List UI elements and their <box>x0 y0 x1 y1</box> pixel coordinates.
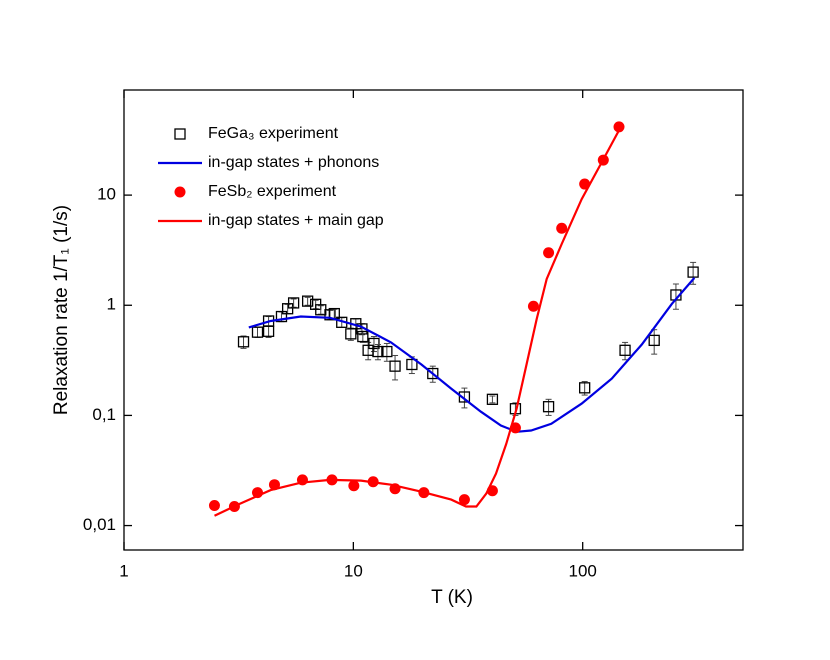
y-axis-label: Relaxation rate 1/T₁ (1/s) <box>51 205 72 415</box>
error-bar <box>290 298 297 308</box>
data-point <box>281 303 294 315</box>
data-point <box>389 360 401 372</box>
data-point <box>357 330 369 343</box>
legend-label: FeSb₂ experiment <box>208 183 337 200</box>
error-bar <box>392 354 399 381</box>
error-bar <box>489 395 496 404</box>
error-bar <box>359 330 366 343</box>
data-point <box>486 393 499 405</box>
data-point <box>619 344 631 356</box>
data-point <box>527 300 539 312</box>
data-point <box>275 310 288 323</box>
error-bar <box>651 329 658 355</box>
x-tick-label: 100 <box>569 561 597 580</box>
data-point <box>458 391 471 403</box>
legend-label: FeGa₃ experiment <box>208 125 339 142</box>
data-point <box>458 494 470 506</box>
error-bar <box>672 283 679 310</box>
legend-swatch <box>174 186 186 198</box>
data-point <box>208 500 220 512</box>
legend-label: in-gap states + main gap <box>208 212 384 229</box>
error-bar <box>304 296 311 306</box>
data-point <box>381 345 393 358</box>
data-point <box>542 401 555 413</box>
data-point <box>687 266 699 278</box>
data-point <box>368 337 380 350</box>
plot-frame <box>123 89 744 551</box>
data-point <box>287 297 300 309</box>
error-bar <box>254 326 261 338</box>
data-point <box>262 325 275 337</box>
data-point <box>579 382 591 394</box>
data-point <box>543 247 555 259</box>
legend-swatch <box>174 128 186 140</box>
data-point <box>348 480 360 492</box>
data-point <box>556 222 568 234</box>
error-bar <box>284 303 291 315</box>
data-point <box>301 295 314 307</box>
y-tick-label: 1 <box>107 295 116 314</box>
data-point <box>406 358 418 371</box>
y-tick-label: 0,01 <box>83 515 116 534</box>
fit-line <box>214 124 623 517</box>
x-axis-label: T (K) <box>431 587 473 608</box>
data-point <box>427 367 439 380</box>
x-tick-label: 10 <box>344 561 363 580</box>
data-point <box>237 336 250 348</box>
data-point <box>251 326 264 338</box>
x-tick-label: 1 <box>119 561 128 580</box>
legend-label: in-gap states + phonons <box>208 154 379 171</box>
fit-line <box>248 277 696 433</box>
y-tick-label: 0,1 <box>92 405 116 424</box>
y-tick-label: 10 <box>97 185 116 204</box>
data-point <box>372 345 384 358</box>
data-point <box>648 334 660 347</box>
data-point <box>324 309 336 321</box>
data-point <box>613 121 625 133</box>
